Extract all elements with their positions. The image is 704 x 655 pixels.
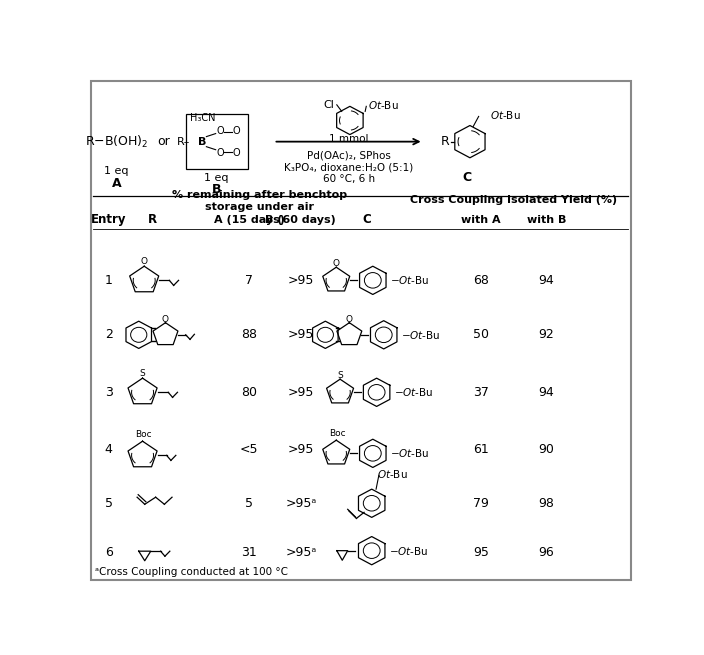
Text: 31: 31: [241, 546, 257, 559]
Text: $-Ot$-Bu: $-Ot$-Bu: [390, 274, 429, 286]
Text: R: R: [441, 135, 450, 148]
Text: Entry: Entry: [91, 214, 127, 227]
Text: C: C: [463, 172, 472, 185]
Text: 6: 6: [105, 546, 113, 559]
Text: >95: >95: [288, 386, 314, 399]
Text: 61: 61: [473, 443, 489, 456]
Text: A: A: [111, 176, 121, 189]
Text: 5: 5: [105, 496, 113, 510]
Text: 68: 68: [473, 274, 489, 287]
Text: >95ᵃ: >95ᵃ: [285, 546, 316, 559]
Text: >95: >95: [288, 274, 314, 287]
Text: O: O: [333, 259, 340, 268]
FancyBboxPatch shape: [91, 81, 631, 580]
Text: R–: R–: [177, 137, 190, 147]
Text: S: S: [337, 371, 343, 380]
Text: $-Ot$-Bu: $-Ot$-Bu: [394, 386, 434, 398]
Text: O: O: [141, 257, 148, 267]
Text: O: O: [216, 126, 224, 136]
Text: 98: 98: [539, 496, 554, 510]
Text: 3: 3: [105, 386, 113, 399]
Text: 92: 92: [539, 328, 554, 341]
Text: Cross Coupling Isolated Yield (%): Cross Coupling Isolated Yield (%): [410, 195, 617, 204]
Text: $-Ot$-Bu: $-Ot$-Bu: [401, 329, 440, 341]
Text: $-Ot$-Bu: $-Ot$-Bu: [389, 545, 429, 557]
Text: B: B: [211, 183, 221, 196]
Text: 95: 95: [473, 546, 489, 559]
Text: 60 °C, 6 h: 60 °C, 6 h: [322, 174, 375, 185]
Text: or: or: [157, 135, 170, 148]
Text: H₃CN: H₃CN: [190, 113, 215, 123]
Text: O: O: [346, 314, 353, 324]
Text: S: S: [139, 369, 146, 379]
Text: 79: 79: [473, 496, 489, 510]
Text: 1: 1: [105, 274, 113, 287]
Text: B (60 days): B (60 days): [265, 215, 336, 225]
Text: 94: 94: [539, 274, 554, 287]
Text: C: C: [362, 214, 370, 227]
Text: 88: 88: [241, 328, 257, 341]
Text: with B: with B: [527, 215, 566, 225]
Text: 90: 90: [539, 443, 554, 456]
Text: Cl: Cl: [324, 100, 334, 110]
Text: 7: 7: [245, 274, 253, 287]
Text: with A: with A: [461, 215, 501, 225]
Text: $Ot$-Bu: $Ot$-Bu: [377, 468, 408, 480]
Text: Boc: Boc: [135, 430, 152, 439]
Text: >95: >95: [288, 328, 314, 341]
Text: >95ᵃ: >95ᵃ: [285, 496, 316, 510]
Text: 1 eq: 1 eq: [204, 173, 229, 183]
Text: 2: 2: [105, 328, 113, 341]
Text: K₃PO₄, dioxane:H₂O (5:1): K₃PO₄, dioxane:H₂O (5:1): [284, 163, 413, 173]
Text: O: O: [162, 314, 169, 324]
Text: % remaining after benchtop
storage under air: % remaining after benchtop storage under…: [172, 190, 348, 212]
Text: Pd(OAc)₂, SPhos: Pd(OAc)₂, SPhos: [307, 151, 391, 160]
Text: 96: 96: [539, 546, 554, 559]
Text: ᵃCross Coupling conducted at 100 °C: ᵃCross Coupling conducted at 100 °C: [94, 567, 287, 577]
Text: O: O: [232, 148, 240, 158]
Text: R$-$B(OH)$_2$: R$-$B(OH)$_2$: [84, 134, 148, 150]
Text: 94: 94: [539, 386, 554, 399]
Text: $Ot$-Bu: $Ot$-Bu: [490, 109, 521, 121]
Text: 5: 5: [245, 496, 253, 510]
Text: B: B: [199, 137, 207, 147]
Text: 1 eq: 1 eq: [104, 166, 129, 176]
Text: O: O: [232, 126, 240, 136]
Text: A (15 days): A (15 days): [213, 215, 284, 225]
Text: 80: 80: [241, 386, 257, 399]
Text: >95: >95: [288, 443, 314, 456]
Text: $Ot$-Bu: $Ot$-Bu: [368, 100, 398, 111]
Text: $-Ot$-Bu: $-Ot$-Bu: [390, 447, 429, 459]
Text: Boc: Boc: [329, 428, 346, 438]
Text: <5: <5: [239, 443, 258, 456]
Text: 4: 4: [105, 443, 113, 456]
Text: 1 mmol: 1 mmol: [329, 134, 369, 144]
Text: 50: 50: [473, 328, 489, 341]
Text: 37: 37: [473, 386, 489, 399]
Text: R: R: [148, 214, 157, 227]
Text: O: O: [216, 148, 224, 158]
